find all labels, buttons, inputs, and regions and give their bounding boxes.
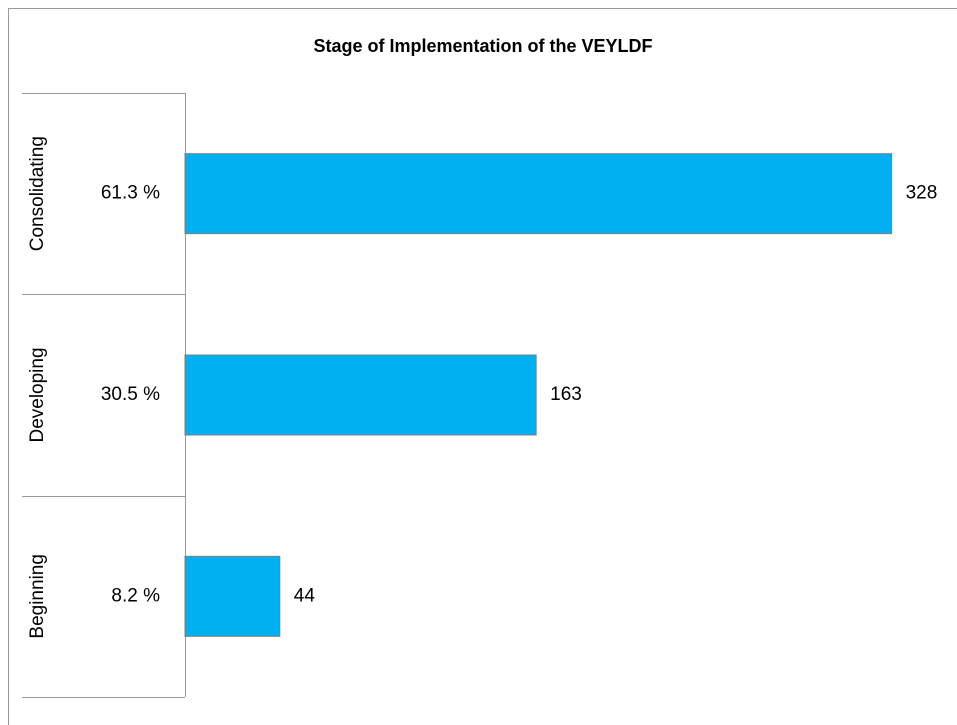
value-label: 163: [550, 384, 582, 405]
chart-border: [8, 8, 957, 725]
bar: [184, 555, 281, 637]
value-label: 44: [294, 585, 316, 606]
value-label: 328: [906, 183, 938, 204]
chart-title: Stage of Implementation of the VEYLDF: [313, 36, 652, 56]
category-label: Beginning: [27, 554, 48, 639]
bar: [184, 354, 537, 436]
share-label: 8.2 %: [111, 585, 160, 606]
category-label: Consolidating: [27, 136, 48, 251]
share-label: 61.3 %: [101, 183, 160, 204]
category-label: Developing: [27, 347, 48, 442]
share-label: 30.5 %: [101, 384, 160, 405]
bar: [184, 153, 893, 235]
